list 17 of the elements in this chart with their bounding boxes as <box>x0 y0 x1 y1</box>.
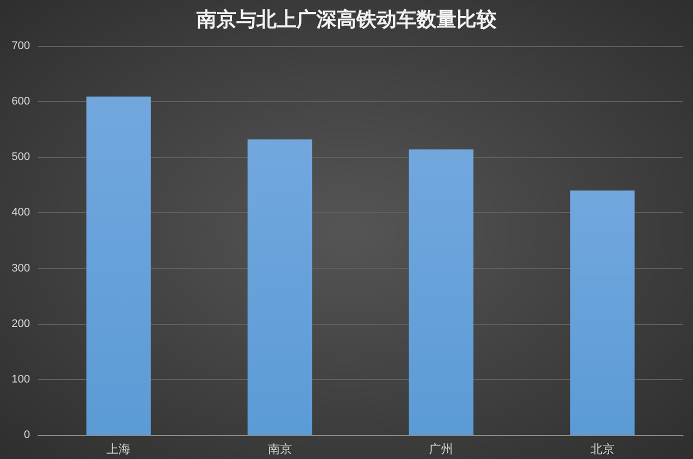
x-tick-label: 广州 <box>429 442 454 456</box>
x-tick-label: 北京 <box>590 442 614 456</box>
y-tick-label: 400 <box>12 206 30 219</box>
y-tick-label: 0 <box>24 429 30 441</box>
bar <box>248 139 312 435</box>
bar <box>570 190 635 435</box>
y-tick-label: 700 <box>12 40 30 52</box>
x-tick-label: 南京 <box>268 442 292 456</box>
bar <box>86 96 151 435</box>
y-tick-label: 600 <box>12 96 30 108</box>
y-tick-label: 300 <box>12 262 30 274</box>
y-tick-label: 100 <box>12 373 30 386</box>
bar <box>408 149 474 435</box>
y-tick-label: 200 <box>12 318 30 330</box>
x-tick-label: 上海 <box>106 442 131 456</box>
chart-title: 南京与北上广深高铁动车数量比较 <box>196 7 498 31</box>
y-tick-label: 500 <box>12 151 30 164</box>
